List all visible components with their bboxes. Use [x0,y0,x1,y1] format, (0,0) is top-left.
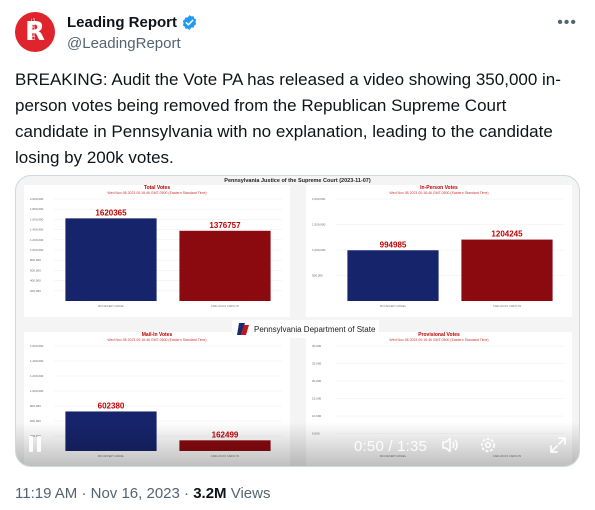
time-readout: 0:50 / 1:35 [354,438,428,455]
bar [179,230,271,301]
y-tick-label: 1,400,000 [30,228,44,232]
y-tick-label: 1,000,000 [30,248,44,252]
avatar-tag: LEADING [30,18,37,40]
y-tick-label: 1,000,000 [30,389,44,393]
tweet-date[interactable]: Nov 16, 2023 [90,485,180,502]
category-label: MCCAFFERY DANIEL [98,304,125,308]
y-tick-label: 1,600,000 [30,217,44,221]
category-label: CARLUCCIO CAROLYN [493,304,521,308]
y-tick-label: 600,000 [30,419,41,423]
y-tick-label: 1,600,000 [30,344,44,348]
tweet-meta: 11:19 AM · Nov 16, 2023 · 3.2M Views [15,485,270,502]
category-label: MCCAFFERY DANIEL [380,304,407,308]
chart-panel: 2,000,000 1,800,000 1,600,000 1,400,000 1,20… [24,185,290,317]
y-tick-label: 1,400,000 [30,359,44,363]
y-tick-label: 1,800,000 [30,207,44,211]
chart-subtitle: Wed Nov 08 2023 00:16:46 GMT-0500 (Easte… [107,191,207,195]
volume-icon[interactable] [440,435,460,455]
y-tick-label: 200,000 [30,289,41,293]
y-tick-label: 25,000 [312,362,322,366]
bar [461,239,553,301]
bar-value-label: 602380 [98,401,125,410]
chart-subtitle: Wed Nov 08 2023 00:16:46 GMT-0500 (Easte… [389,191,489,195]
bar-chart: 2,000,000 1,500,000 1,000,000 500,000 994985… [312,197,564,308]
chart-title: Mail-In Votes [141,332,173,338]
fullscreen-icon[interactable] [548,435,568,455]
video-player[interactable]: Pennsylvania Justice of the Supreme Cour… [15,175,580,467]
avatar[interactable]: LEADING R [15,12,55,52]
bar [347,250,439,301]
meta-separator: · [184,485,194,502]
pa-logo-icon [236,322,250,336]
chart-panel: 1,600,000 1,400,000 1,200,000 1,000,000 800,… [24,332,290,466]
views-label: Views [230,485,271,502]
chart-title: In-Person Votes [420,185,458,191]
bar-value-label: 162499 [212,430,239,439]
source-text: Pennsylvania Department of State [254,324,376,334]
bar-value-label: 1376757 [209,221,241,230]
y-tick-label: 5,000 [312,432,320,436]
bar-chart: 2,000,000 1,800,000 1,600,000 1,400,000 1,20… [30,197,282,308]
display-name[interactable]: Leading Report [67,14,178,31]
bar-chart: 30,000 25,000 20,000 15,000 10,000 5,000 MCCAF… [312,344,564,458]
y-tick-label: 30,000 [312,344,322,348]
view-count: 3.2M [193,485,227,502]
category-label: CARLUCCIO CAROLYN [211,454,239,458]
chart-subtitle: Wed Nov 08 2023 00:16:46 GMT-0500 (Easte… [107,338,207,342]
chart-panel: 30,000 25,000 20,000 15,000 10,000 5,000 MCCAF… [306,332,572,466]
category-label: MCCAFFERY DANIEL [380,454,407,458]
source-badge: Pennsylvania Department of State [232,320,380,338]
y-tick-label: 600,000 [30,268,41,272]
chart-subtitle: Wed Nov 08 2023 00:16:46 GMT-0500 (Easte… [389,338,489,342]
category-label: CARLUCCIO CAROLYN [493,454,521,458]
y-tick-label: 15,000 [312,397,322,401]
y-tick-label: 800,000 [30,258,41,262]
tweet-text: BREAKING: Audit the Vote PA has released… [15,70,561,167]
y-tick-label: 1,200,000 [30,374,44,378]
bar-chart: 1,600,000 1,400,000 1,200,000 1,000,000 800,… [30,344,282,458]
chart-title: Total Votes [143,185,171,191]
bar [179,440,271,451]
settings-icon[interactable] [478,435,498,455]
bar-value-label: 1620365 [95,208,127,217]
avatar-letter: R [24,17,46,47]
tweet-time[interactable]: 11:19 AM [15,485,78,502]
author-name-row: Leading Report [67,14,198,31]
y-tick-label: 400,000 [30,434,41,438]
bar [65,411,157,451]
meta-separator: · [81,485,91,502]
y-tick-label: 500,000 [312,274,323,278]
chart-title: Provisional Votes [418,332,460,338]
y-tick-label: 10,000 [312,414,322,418]
y-tick-label: 400,000 [30,279,41,283]
handle[interactable]: @LeadingReport [67,35,181,52]
pause-icon[interactable] [28,436,42,452]
y-tick-label: 1,000,000 [312,248,326,252]
y-tick-label: 1,500,000 [312,223,326,227]
y-tick-label: 2,000,000 [30,197,44,201]
y-tick-label: 20,000 [312,379,322,383]
chart-panel: 2,000,000 1,500,000 1,000,000 500,000 994985… [306,185,572,317]
y-tick-label: 1,200,000 [30,238,44,242]
bar-value-label: 994985 [380,240,407,249]
category-label: CARLUCCIO CAROLYN [211,304,239,308]
y-tick-label: 2,000,000 [312,197,326,201]
bar [65,218,157,301]
more-icon[interactable]: ••• [557,14,577,31]
y-tick-label: 800,000 [30,404,41,408]
verified-icon [182,15,197,30]
bar-value-label: 1204245 [491,230,523,239]
category-label: MCCAFFERY DANIEL [98,454,125,458]
media-title: Pennsylvania Justice of the Supreme Cour… [224,178,371,184]
